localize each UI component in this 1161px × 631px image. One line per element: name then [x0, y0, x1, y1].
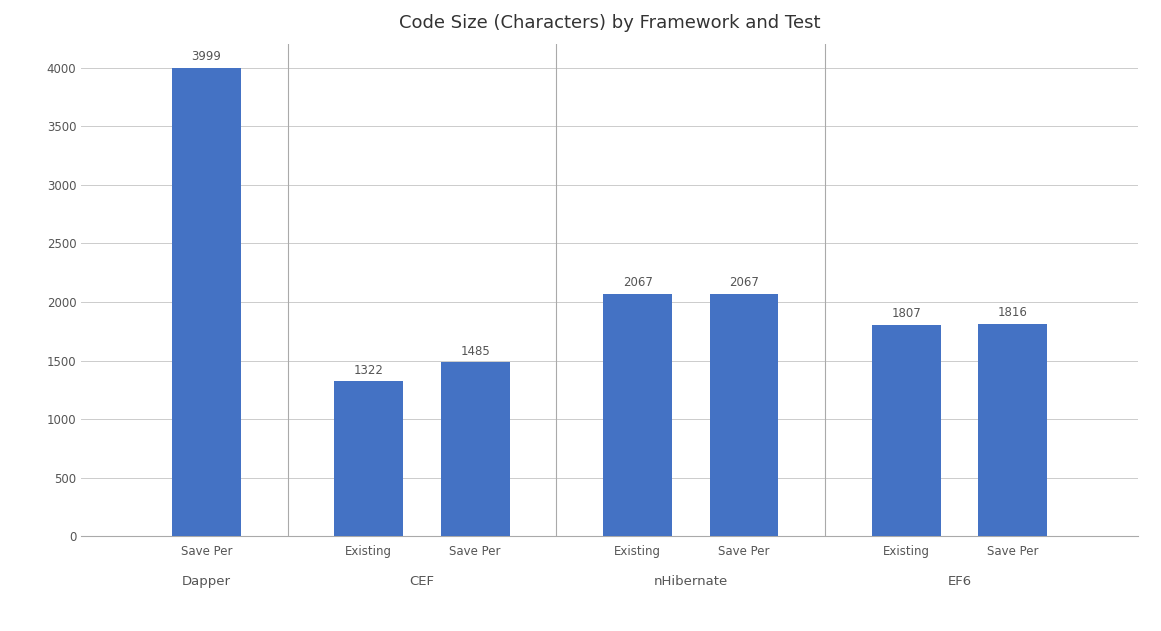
Bar: [334, 381, 403, 536]
Text: 1807: 1807: [892, 307, 922, 320]
Bar: [709, 294, 778, 536]
Text: nHibernate: nHibernate: [654, 575, 728, 588]
Bar: [604, 294, 672, 536]
Text: CEF: CEF: [410, 575, 434, 588]
Bar: [172, 68, 240, 536]
Text: 2067: 2067: [729, 276, 759, 290]
Text: 1322: 1322: [354, 363, 384, 377]
Text: 2067: 2067: [622, 276, 652, 290]
Bar: [872, 324, 940, 536]
Text: 1485: 1485: [460, 345, 490, 358]
Bar: [441, 362, 510, 536]
Title: Code Size (Characters) by Framework and Test: Code Size (Characters) by Framework and …: [398, 13, 821, 32]
Text: 3999: 3999: [192, 50, 222, 63]
Text: EF6: EF6: [947, 575, 972, 588]
Text: 1816: 1816: [997, 306, 1027, 319]
Bar: [979, 324, 1047, 536]
Text: Dapper: Dapper: [182, 575, 231, 588]
